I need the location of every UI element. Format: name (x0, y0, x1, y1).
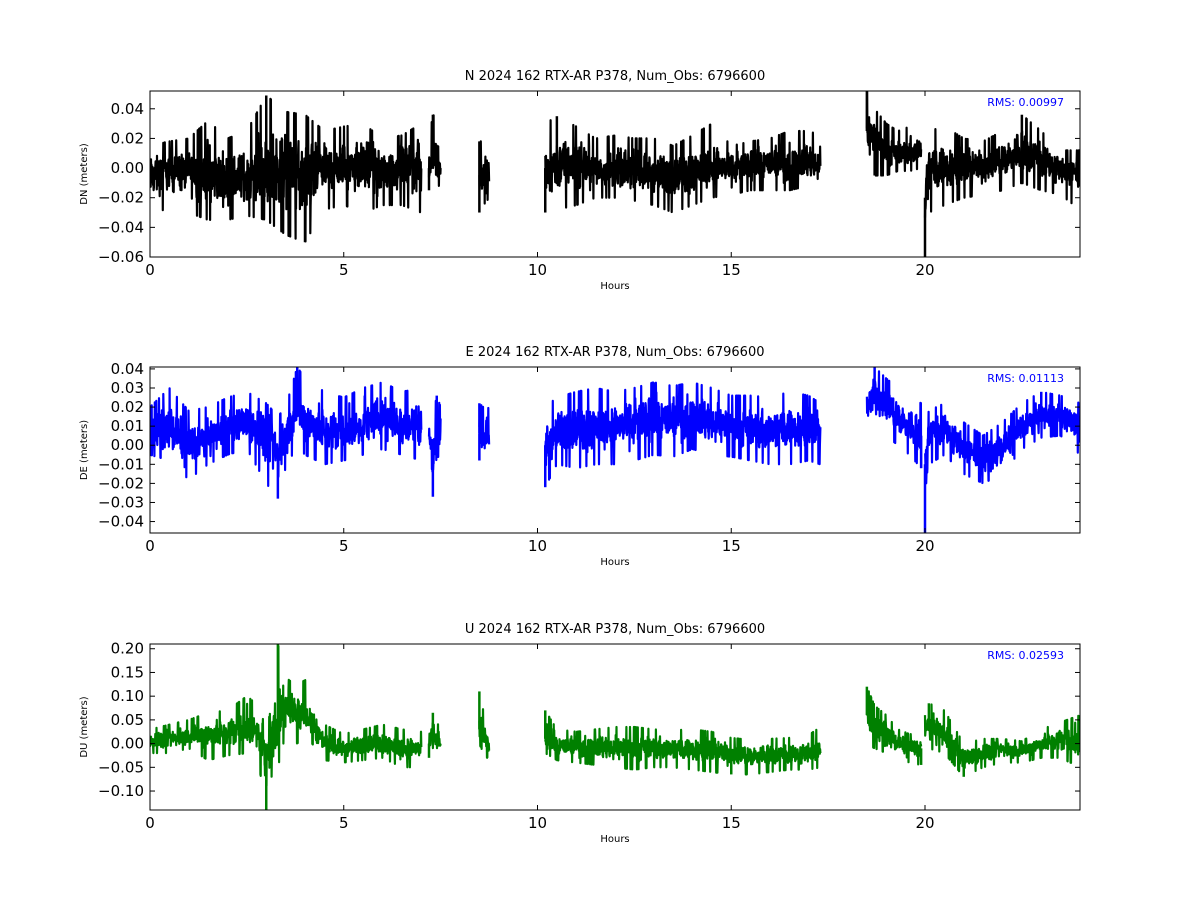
axes-frame (149, 90, 1081, 258)
x-tick-label: 20 (915, 814, 934, 832)
y-axis-label: DU (meters) (79, 696, 90, 757)
series-segment-5 (865, 690, 923, 766)
series-segment-6 (923, 117, 1080, 218)
subplot-de: 0 5 10 15 20 −0.04 −0.03−0.02−0.010.000.010.02… (79, 345, 1081, 568)
x-axis-label: Hours (600, 281, 629, 292)
x-tick-label: 15 (722, 537, 741, 555)
x-tick-label: 0 (145, 537, 155, 555)
x-tick-label: 15 (722, 261, 741, 279)
y-tick-label: 0.03 (111, 379, 144, 397)
chart-title: N 2024 162 RTX-AR P378, Num_Obs: 6796600 (465, 69, 765, 84)
series-segment-2 (427, 722, 442, 750)
series-segment-1 (150, 97, 423, 243)
series-segment-4 (544, 715, 822, 776)
series-segment-6 (923, 391, 1080, 485)
series-segment-6 (923, 703, 1080, 773)
series-segment-1 (150, 644, 423, 787)
y-tick-label: 0.10 (111, 687, 144, 705)
rms-annotation: RMS: 0.00997 (987, 96, 1064, 109)
axes-frame (149, 643, 1081, 811)
y-tick-label: 0.02 (111, 398, 144, 416)
y-tick-label: −0.02 (98, 189, 144, 207)
subplot-dn: 0 5 10 15 20 −0.06 −0.04 −0.02 0.00 0.02 0.04 N 202… (79, 69, 1081, 292)
x-axis-label: Hours (600, 834, 629, 845)
y-tick-label: −0.02 (98, 474, 144, 492)
x-tick-label: 10 (528, 537, 547, 555)
series-segment-2 (427, 399, 442, 473)
x-tick-label: 0 (145, 261, 155, 279)
y-tick-label: −0.05 (98, 758, 144, 776)
y-tick-label: 0.02 (111, 129, 144, 147)
x-tick-label: 10 (528, 261, 547, 279)
series-segment-4 (544, 119, 822, 214)
y-tick-label: −0.10 (98, 782, 144, 800)
x-tick-label: 0 (145, 814, 155, 832)
series-segment-2 (427, 114, 442, 187)
axes-frame (149, 366, 1081, 534)
x-tick-label: 20 (915, 261, 934, 279)
y-tick-label: 0.00 (111, 735, 144, 753)
y-tick-label: 0.04 (111, 360, 144, 378)
subplot-du: 0 5 10 15 20 −0.10 −0.05 0.00 0.05 0.10 0.15 0.20 U … (79, 622, 1081, 845)
y-tick-label: −0.06 (98, 248, 144, 266)
x-tick-label: 5 (339, 814, 349, 832)
series-segment-4 (544, 381, 822, 481)
x-axis-label: Hours (600, 557, 629, 568)
x-tick-label: 15 (722, 814, 741, 832)
y-tick-label: 0.00 (111, 436, 144, 454)
y-tick-label: 0.05 (111, 711, 144, 729)
subplots: 0 5 10 15 20 −0.06 −0.04 −0.02 0.00 0.02 0.04 N 202… (79, 69, 1081, 845)
series-segment-3 (478, 140, 491, 205)
y-axis-label: DE (meters) (79, 420, 90, 480)
x-tick-label: 20 (915, 537, 934, 555)
y-axis-label: DN (meters) (79, 143, 90, 205)
y-tick-label: 0.20 (111, 640, 144, 658)
y-tick-label: −0.03 (98, 493, 144, 511)
y-tick-label: −0.04 (98, 513, 144, 531)
y-tick-label: 0.15 (111, 663, 144, 681)
rms-annotation: RMS: 0.02593 (987, 649, 1064, 662)
y-tick-label: −0.01 (98, 455, 144, 473)
y-tick-label: 0.04 (111, 100, 144, 118)
x-tick-label: 5 (339, 537, 349, 555)
series-segment-5 (865, 91, 923, 177)
y-tick-label: 0.00 (111, 159, 144, 177)
series-segment-3 (478, 404, 491, 450)
series-segment-1 (150, 369, 423, 487)
series-segment-3 (478, 708, 491, 759)
series-segment-5 (865, 370, 923, 469)
y-tick-label: 0.01 (111, 417, 144, 435)
chart-title: E 2024 162 RTX-AR P378, Num_Obs: 6796600 (466, 345, 765, 360)
chart-title: U 2024 162 RTX-AR P378, Num_Obs: 6796600 (465, 622, 765, 637)
x-tick-label: 5 (339, 261, 349, 279)
y-tick-label: −0.04 (98, 218, 144, 236)
x-tick-label: 10 (528, 814, 547, 832)
rms-annotation: RMS: 0.01113 (987, 372, 1064, 385)
